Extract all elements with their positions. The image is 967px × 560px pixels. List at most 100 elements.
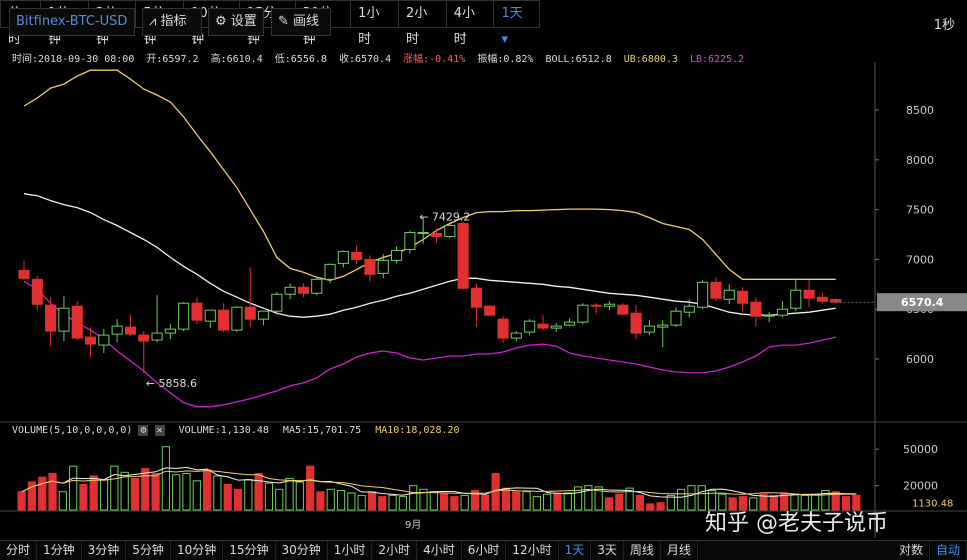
bottom-interval-11[interactable]: 12小时 xyxy=(506,541,559,560)
info-open: 开:6597.2 xyxy=(146,54,199,65)
candle-body-39 xyxy=(537,323,549,329)
candle-body-27 xyxy=(377,259,389,274)
interval-tab-9[interactable]: 4小时 xyxy=(447,1,495,47)
candle-body-59 xyxy=(803,289,815,299)
bottom-interval-5[interactable]: 15分钟 xyxy=(223,541,276,560)
candlestick-chart[interactable]: 850080007500700065006000← 7429.2← 5858.6… xyxy=(0,62,967,538)
price-tick-label-5: 6000 xyxy=(906,353,934,366)
candle-body-11 xyxy=(164,328,176,334)
candle-body-40 xyxy=(550,325,562,329)
candle-body-46 xyxy=(630,312,642,334)
volume-bar-5 xyxy=(69,465,78,511)
bottom-interval-0[interactable]: 分时 xyxy=(0,541,38,560)
symbol-selector[interactable]: Bitfinex-BTC-USD xyxy=(9,8,135,36)
volume-bar-69 xyxy=(728,497,737,511)
settings-button[interactable]: ⚙ 设置 xyxy=(208,8,264,36)
interval-tab-7[interactable]: 1小时 xyxy=(351,1,399,47)
candle-body-56 xyxy=(763,314,775,317)
volume-bar-6 xyxy=(79,483,88,511)
volume-bar-20 xyxy=(223,483,232,511)
bottom-interval-12[interactable]: 1天 xyxy=(559,541,592,560)
volume-bar-16 xyxy=(182,473,191,511)
indicator-label: 指标 xyxy=(160,14,187,29)
volume-bar-18 xyxy=(202,469,212,511)
interval-tab-8[interactable]: 2小时 xyxy=(399,1,447,47)
candle-body-18 xyxy=(257,310,270,320)
volume-bar-12 xyxy=(141,468,150,511)
volume-title: VOLUME(5,10,0,0,0,0) xyxy=(12,425,133,436)
volume-bar-17 xyxy=(192,480,201,511)
bottom-interval-14[interactable]: 周线 xyxy=(624,541,661,560)
candle-body-41 xyxy=(564,321,576,326)
candle-body-50 xyxy=(683,305,695,313)
price-tick-label-3: 7000 xyxy=(906,253,934,266)
volume-bar-60 xyxy=(635,494,645,511)
volume-bar-19 xyxy=(213,475,222,511)
volume-bar-3 xyxy=(48,473,57,511)
auto-scale-toggle[interactable]: 自动 xyxy=(930,541,967,560)
volume-bar-44 xyxy=(470,490,480,511)
watermark: 知乎 @老夫子说币 xyxy=(705,511,888,536)
bottom-interval-2[interactable]: 3分钟 xyxy=(82,541,127,560)
volume-bar-43 xyxy=(460,494,469,511)
volume-close-icon[interactable]: ✕ xyxy=(154,425,165,436)
volume-bar-47 xyxy=(501,487,511,511)
bottom-interval-6[interactable]: 30分钟 xyxy=(276,541,328,560)
ohlc-info: 时间:2018-09-30 08:00 开:6597.2 高:6610.4 低:… xyxy=(12,50,750,65)
volume-bar-7 xyxy=(89,475,98,511)
bottom-interval-4[interactable]: 10分钟 xyxy=(171,541,224,560)
volume-bar-56 xyxy=(594,486,603,511)
bottom-interval-7[interactable]: 1小时 xyxy=(328,541,373,560)
draw-button[interactable]: ✎ 画线 xyxy=(271,8,331,36)
candle-body-44 xyxy=(603,303,616,307)
bottom-interval-10[interactable]: 6小时 xyxy=(462,541,507,560)
candle-body-21 xyxy=(297,286,309,294)
volume-bar-31 xyxy=(336,490,346,511)
candle-body-7 xyxy=(111,325,123,335)
bottom-interval-1[interactable]: 1分钟 xyxy=(37,541,82,560)
volume-bar-0 xyxy=(17,491,26,511)
price-tick-label-1: 8000 xyxy=(906,154,934,167)
volume-bar-29 xyxy=(316,491,325,511)
volume-bar-35 xyxy=(378,496,387,511)
candle-body-52 xyxy=(710,281,722,299)
volume-bar-21 xyxy=(233,488,243,511)
interval-tab-10[interactable]: 1天 ▾ xyxy=(501,6,523,47)
candle-body-9 xyxy=(138,334,150,342)
bottom-interval-8[interactable]: 2小时 xyxy=(372,541,418,560)
volume-bar-40 xyxy=(429,491,438,511)
candle-body-24 xyxy=(337,250,349,264)
refresh-seconds[interactable]: 1秒 xyxy=(933,18,955,33)
volume-ma10-line xyxy=(21,469,857,496)
info-time: 时间:2018-09-30 08:00 xyxy=(12,54,135,65)
candle-body-32 xyxy=(444,225,456,237)
candle-body-51 xyxy=(697,281,709,308)
volume-bar-8 xyxy=(99,479,109,511)
bottom-interval-3[interactable]: 5分钟 xyxy=(126,541,171,560)
volume-bar-64 xyxy=(677,488,686,511)
candle-body-20 xyxy=(284,286,296,295)
candle-body-10 xyxy=(151,332,163,341)
volume-bar-36 xyxy=(388,494,397,511)
info-amplitude: 振幅:0.82% xyxy=(477,54,534,65)
volume-bar-79 xyxy=(831,491,840,511)
volume-bar-9 xyxy=(110,465,119,511)
candle-body-43 xyxy=(590,304,602,307)
candle-body-1 xyxy=(31,278,43,305)
candle-body-37 xyxy=(510,332,522,339)
indicator-icon: ⩘ xyxy=(149,14,161,29)
volume-bar-55 xyxy=(584,485,593,511)
bottom-interval-15[interactable]: 月线 xyxy=(661,541,698,560)
price-tick-label-0: 8500 xyxy=(906,104,934,117)
volume-gear-icon[interactable]: ⚙ xyxy=(138,425,149,436)
candle-body-6 xyxy=(98,334,110,346)
volume-bar-78 xyxy=(821,490,830,511)
indicator-button[interactable]: ⩘ 指标 xyxy=(142,8,202,36)
log-scale-toggle[interactable]: 对数 xyxy=(893,541,930,560)
volume-value: VOLUME:1,130.48 xyxy=(178,425,269,436)
volume-bar-53 xyxy=(563,492,572,511)
volume-tick-label-1: 20000 xyxy=(903,480,938,493)
bottom-interval-9[interactable]: 4小时 xyxy=(417,541,462,560)
bottom-interval-13[interactable]: 3天 xyxy=(591,541,624,560)
volume-bar-11 xyxy=(130,477,140,511)
